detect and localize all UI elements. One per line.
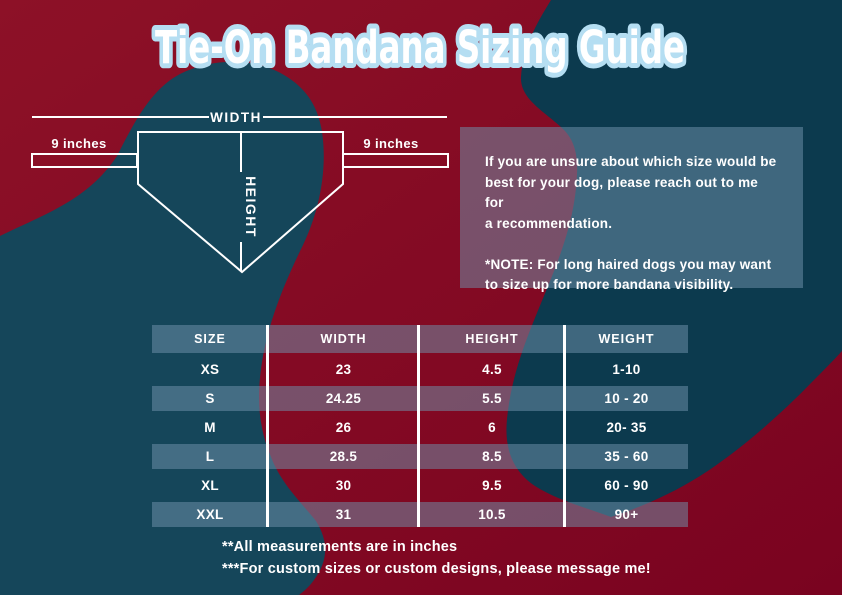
cell-width: 26: [335, 420, 352, 435]
cell-weight: 60 - 90: [604, 478, 649, 493]
column-header-height: HEIGHT: [465, 332, 519, 346]
cell-weight: 90+: [614, 507, 639, 522]
table-row: L 28.5 8.5 35 - 60: [152, 444, 688, 469]
column-separator: [563, 325, 566, 527]
cell-width: 30: [335, 478, 352, 493]
column-separator: [417, 325, 420, 527]
cell-height: 4.5: [482, 362, 502, 377]
cell-size: L: [205, 449, 215, 464]
cell-height: 6: [488, 420, 496, 435]
cell-weight: 1-10: [612, 362, 641, 377]
table-row: M 26 6 20- 35: [152, 415, 688, 440]
footnotes: **All measurements are in inches ***For …: [222, 536, 651, 580]
sizing-table: SIZE WIDTH HEIGHT WEIGHT XS 23 4.5 1-10 …: [152, 325, 688, 527]
cell-size: XXL: [196, 507, 224, 522]
column-header-width: WIDTH: [320, 332, 367, 346]
cell-size: XS: [200, 362, 220, 377]
cell-weight: 35 - 60: [604, 449, 649, 464]
height-label: HEIGHT: [243, 176, 259, 238]
cell-height: 5.5: [482, 391, 502, 406]
page-title: Tie-On Bandana Sizing Guide: [155, 21, 685, 74]
cell-width: 23: [335, 362, 352, 377]
table-header-row: SIZE WIDTH HEIGHT WEIGHT: [152, 325, 688, 353]
info-box: If you are unsure about which size would…: [460, 127, 803, 292]
table-row: XL 30 9.5 60 - 90: [152, 473, 688, 498]
cell-size: XL: [201, 478, 219, 493]
bandana-outline: [137, 131, 344, 274]
column-separator: [266, 325, 269, 527]
tie-left-label: 9 inches: [51, 136, 106, 151]
cell-height: 10.5: [478, 507, 506, 522]
tie-right-shape: [342, 153, 449, 168]
info-box-text: If you are unsure about which size would…: [485, 154, 777, 292]
footnote-custom-sizes: ***For custom sizes or custom designs, p…: [222, 561, 651, 577]
width-label: WIDTH: [210, 110, 262, 125]
footnote-measurements: **All measurements are in inches: [222, 539, 458, 555]
table-row: S 24.25 5.5 10 - 20: [152, 386, 688, 411]
tie-left-shape: [31, 153, 138, 168]
cell-weight: 20- 35: [606, 420, 647, 435]
tie-right-label: 9 inches: [363, 136, 418, 151]
cell-size: S: [205, 391, 215, 406]
cell-width: 28.5: [329, 449, 358, 464]
cell-size: M: [204, 420, 216, 435]
table-row: XS 23 4.5 1-10: [152, 357, 688, 382]
cell-height: 9.5: [482, 478, 502, 493]
column-header-weight: WEIGHT: [598, 332, 655, 346]
cell-width: 31: [335, 507, 352, 522]
column-header-size: SIZE: [194, 332, 226, 346]
table-row: XXL 31 10.5 90+: [152, 502, 688, 527]
cell-width: 24.25: [325, 391, 362, 406]
cell-height: 8.5: [482, 449, 502, 464]
cell-weight: 10 - 20: [604, 391, 649, 406]
